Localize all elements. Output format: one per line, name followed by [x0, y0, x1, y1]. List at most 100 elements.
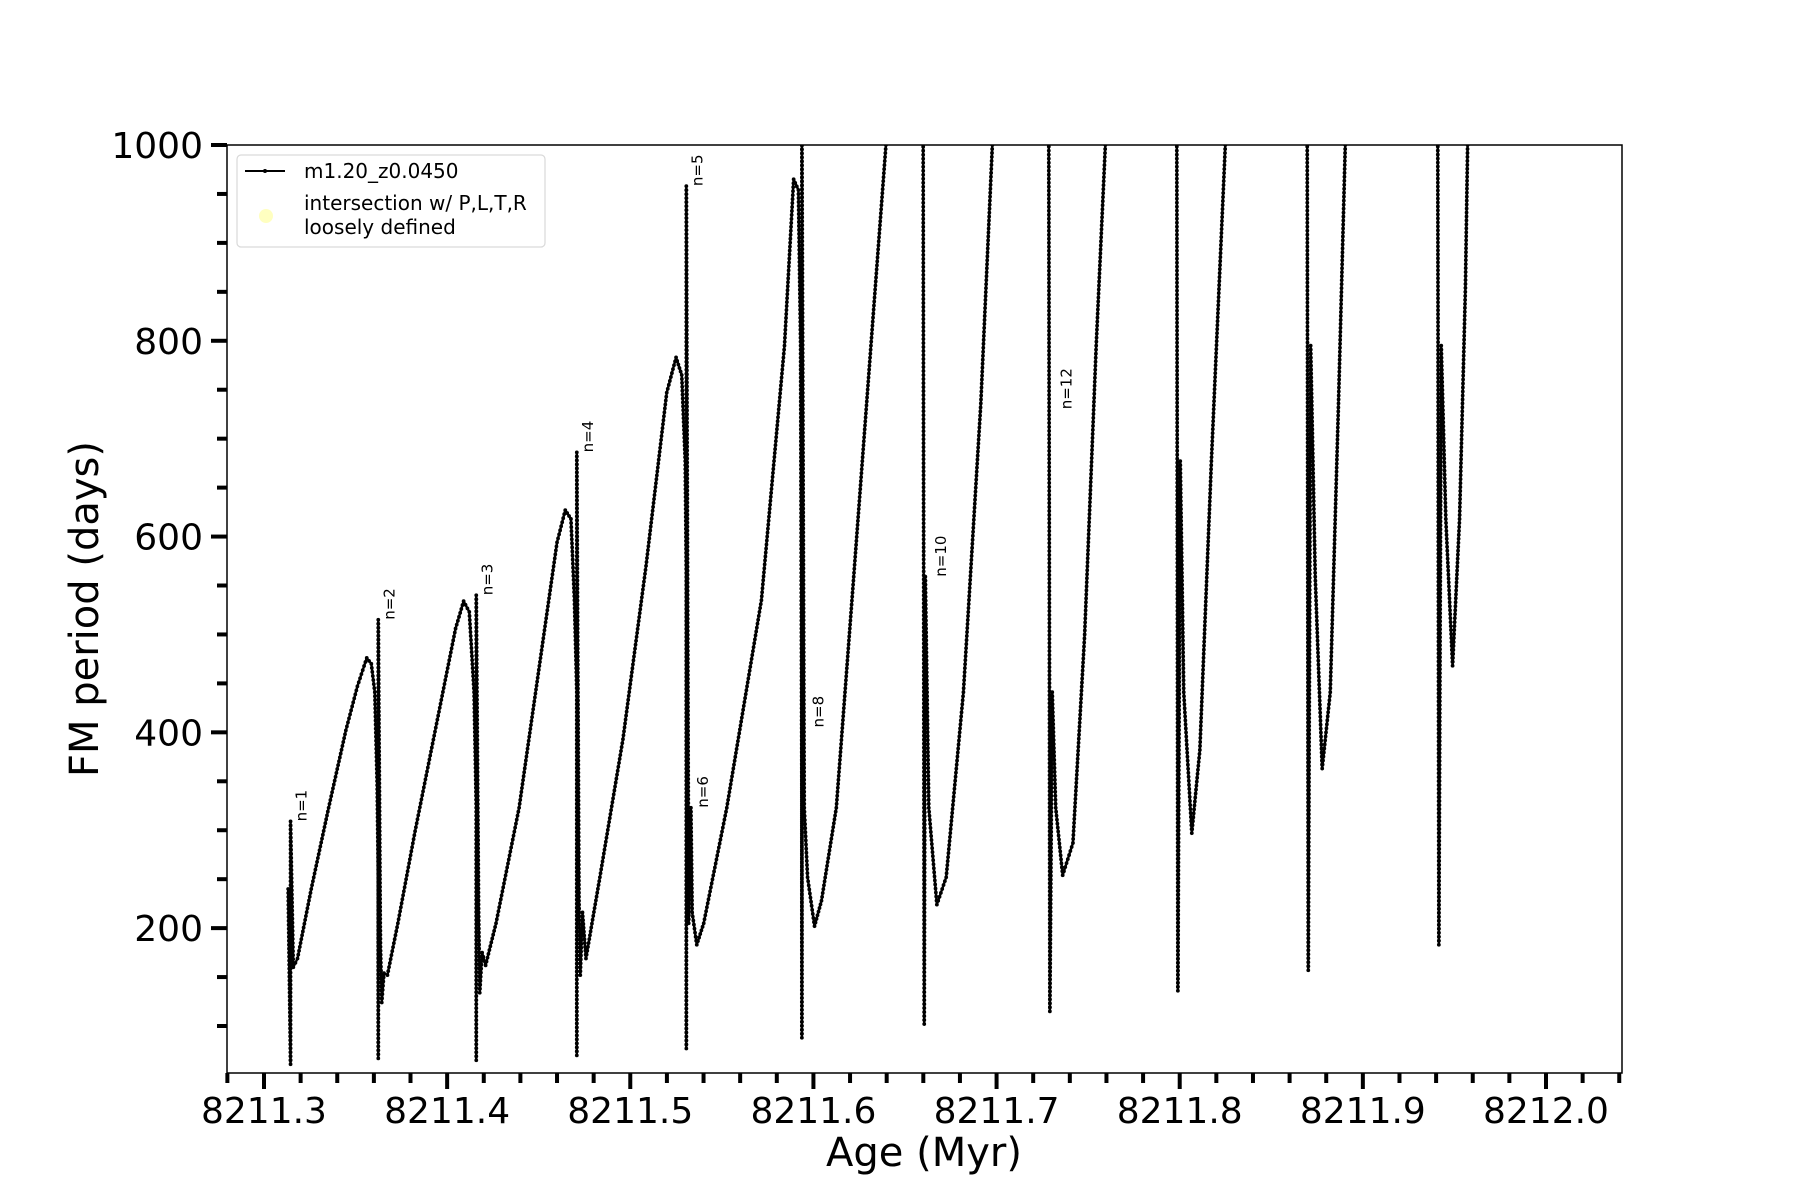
- series-marker: [575, 578, 580, 583]
- series-marker: [945, 859, 950, 864]
- series-marker: [376, 1028, 381, 1033]
- series-marker: [799, 947, 804, 952]
- series-marker: [470, 670, 475, 675]
- series-marker: [476, 898, 481, 903]
- series-marker: [924, 654, 929, 659]
- series-marker: [813, 920, 818, 925]
- series-marker: [289, 864, 294, 868]
- series-marker: [922, 846, 927, 851]
- series-marker: [922, 998, 927, 1002]
- series-marker: [1065, 857, 1070, 862]
- series-marker: [1180, 582, 1185, 587]
- series-marker: [1046, 180, 1051, 185]
- series-marker: [685, 504, 690, 509]
- series-marker: [499, 893, 504, 898]
- series-marker: [390, 949, 395, 954]
- series-marker: [690, 890, 694, 895]
- series-marker: [926, 773, 931, 778]
- series-marker: [603, 843, 608, 848]
- series-marker: [298, 941, 303, 945]
- series-marker: [1075, 760, 1080, 765]
- series-marker: [476, 862, 481, 867]
- series-marker: [921, 148, 926, 153]
- series-marker: [983, 294, 988, 298]
- series-marker: [1047, 404, 1052, 409]
- series-marker: [838, 758, 842, 762]
- series-marker: [1047, 1009, 1052, 1014]
- series-marker: [955, 758, 959, 763]
- series-marker: [376, 972, 381, 977]
- series-marker: [634, 634, 639, 639]
- series-marker: [579, 945, 584, 950]
- series-marker: [922, 930, 927, 935]
- series-marker: [575, 658, 580, 663]
- series-marker: [800, 362, 805, 367]
- series-marker: [1047, 593, 1052, 597]
- series-marker: [1174, 156, 1179, 161]
- series-marker: [401, 889, 406, 894]
- series-marker: [664, 390, 669, 395]
- series-marker: [1047, 400, 1052, 405]
- series-marker: [845, 662, 850, 667]
- series-marker: [712, 869, 716, 874]
- series-marker: [800, 135, 804, 139]
- series-marker: [775, 427, 779, 432]
- series-marker: [570, 553, 575, 558]
- series-marker: [684, 244, 689, 249]
- series-marker: [924, 642, 929, 647]
- series-marker: [771, 471, 775, 475]
- series-marker: [957, 738, 961, 743]
- series-marker: [590, 917, 595, 922]
- series-marker: [578, 957, 583, 962]
- series-marker: [1175, 372, 1180, 377]
- series-marker: [801, 526, 806, 531]
- series-marker: [308, 890, 313, 895]
- series-marker: [1178, 475, 1183, 480]
- series-marker: [1175, 137, 1179, 141]
- series-marker: [921, 145, 926, 149]
- series-marker: [575, 486, 579, 491]
- series-marker: [870, 327, 875, 332]
- series-marker: [921, 317, 926, 321]
- series-marker: [377, 737, 381, 742]
- series-marker: [574, 1041, 579, 1046]
- series-marker: [288, 1006, 293, 1011]
- series-marker: [887, 98, 891, 102]
- series-marker: [790, 193, 795, 198]
- series-marker: [424, 773, 429, 778]
- series-marker: [600, 859, 605, 864]
- series-marker: [508, 849, 513, 854]
- series-marker: [931, 858, 936, 863]
- series-marker: [1098, 255, 1103, 260]
- series-marker: [712, 865, 717, 870]
- series-marker: [921, 565, 926, 570]
- series-marker: [663, 402, 668, 407]
- series-marker: [1179, 554, 1184, 559]
- series-marker: [801, 446, 805, 451]
- series-marker: [747, 672, 751, 677]
- series-marker: [475, 794, 480, 798]
- series-marker: [475, 709, 480, 714]
- series-marker: [574, 1009, 579, 1014]
- series-marker: [1176, 896, 1181, 901]
- series-marker: [922, 770, 927, 775]
- series-marker: [922, 974, 927, 979]
- series-marker: [922, 766, 927, 771]
- series-marker: [921, 561, 926, 566]
- series-marker: [404, 877, 409, 882]
- series-marker: [684, 1002, 689, 1007]
- series-marker: [921, 373, 926, 377]
- series-marker: [929, 842, 934, 846]
- series-marker: [474, 677, 479, 682]
- series-marker: [377, 729, 381, 734]
- series-marker: [685, 628, 690, 633]
- series-marker: [802, 753, 806, 758]
- series-marker: [309, 887, 314, 891]
- series-marker: [378, 928, 383, 933]
- series-marker: [922, 906, 927, 911]
- series-marker: [784, 308, 789, 312]
- series-marker: [922, 990, 927, 995]
- series-marker: [290, 928, 295, 933]
- series-marker: [1071, 829, 1076, 833]
- series-marker: [655, 469, 660, 474]
